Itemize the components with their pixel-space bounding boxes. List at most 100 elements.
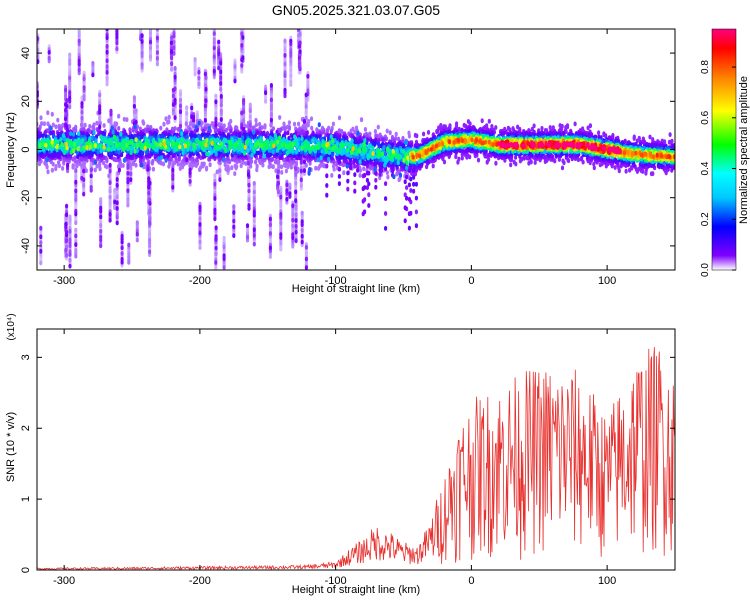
spectrogram-cell — [287, 120, 291, 125]
spectrogram-cell — [230, 165, 234, 171]
spectrogram-cell — [457, 156, 461, 162]
spectrogram-cell — [43, 160, 47, 166]
spectrogram-cell — [99, 223, 103, 229]
spectrogram-cell — [412, 168, 416, 173]
spectrogram-cell — [373, 129, 377, 134]
spectrogram-cell — [217, 122, 221, 128]
spectrogram-cell — [117, 167, 121, 173]
spectrogram-cell — [147, 190, 151, 196]
spectrogram-cell — [283, 126, 287, 132]
spectrogram-cell — [224, 127, 228, 133]
spectrogram-cell — [243, 123, 247, 129]
spectrogram-cell — [276, 169, 280, 175]
spectrogram-cell — [533, 160, 537, 165]
spectrogram-cell — [64, 247, 68, 253]
spectrogram-cell — [414, 209, 418, 215]
spectrogram-cell — [198, 216, 202, 222]
spectrogram-cell — [244, 161, 248, 166]
spectrogram-cell — [314, 165, 318, 171]
spectrogram-cell — [409, 210, 413, 216]
spectrogram-cell — [288, 185, 292, 191]
spectrogram-cell — [147, 176, 151, 182]
spectrogram-cell — [203, 103, 207, 109]
spectrogram-cell — [208, 162, 212, 168]
spectrogram-cell — [108, 162, 112, 168]
spectrogram-cell — [325, 183, 329, 188]
spectrogram-cell — [540, 125, 544, 131]
spectrogram-cell — [268, 216, 272, 222]
spectrogram-cell — [277, 163, 281, 169]
spectrogram-cell — [222, 235, 226, 241]
spectrogram-cell — [170, 49, 174, 55]
spectrogram-cell — [300, 219, 304, 225]
spectrogram-cell — [232, 233, 236, 239]
spectrogram-cell — [291, 223, 295, 229]
spectrogram-cell — [407, 225, 411, 231]
spectrogram-cell — [242, 126, 246, 132]
spectrogram-cell — [353, 163, 357, 169]
spectrogram-cell — [74, 174, 78, 179]
spectrogram-cell — [304, 115, 308, 121]
spectrogram-cell — [263, 123, 267, 128]
spectrogram-cell — [274, 168, 278, 174]
spectrogram-cell — [74, 127, 78, 133]
spectrogram-cell — [148, 31, 153, 36]
spectrogram-cell — [140, 62, 144, 67]
spectrogram-cell — [82, 168, 86, 174]
spectrogram-cell — [509, 162, 513, 168]
spectrogram-cell — [248, 114, 252, 119]
spectrogram-cell — [204, 98, 208, 104]
spectrogram-cell — [268, 245, 272, 251]
spectrogram-cell — [232, 210, 236, 215]
spectrogram-cell — [151, 166, 155, 172]
spectrogram-cell — [140, 33, 144, 39]
spectrogram-cell — [148, 197, 152, 203]
spectrogram-cell — [107, 118, 111, 124]
spectrogram-cell — [204, 86, 208, 92]
spectrogram-cell — [407, 168, 411, 173]
spectrogram-cell — [99, 243, 103, 249]
spectrogram-cell — [82, 85, 86, 90]
spectrogram-cell — [148, 209, 152, 215]
spectrogram-cell — [294, 229, 298, 235]
spectrogram-cell — [241, 55, 245, 61]
spectrogram-cell — [276, 174, 280, 180]
spectrogram-cell — [218, 168, 222, 174]
spectrogram-cell — [233, 78, 237, 84]
spectrogram-cell — [269, 111, 273, 117]
spectrogram-cell — [213, 196, 217, 201]
spectrogram-cell — [69, 131, 73, 137]
spectrogram-cell — [261, 162, 265, 168]
spectrogram-cell — [514, 155, 518, 160]
spectrogram-cell — [255, 163, 259, 169]
spectrogram-cell — [277, 159, 281, 165]
spectrogram-cell — [37, 47, 40, 53]
spectrogram-cell — [586, 125, 590, 131]
spectrogram-cell — [401, 143, 405, 149]
spectrogram-cell — [115, 40, 119, 46]
spectrogram-cell — [167, 114, 171, 120]
spectrogram-cell — [120, 259, 124, 265]
spectrogram-cell — [102, 160, 106, 166]
spectrogram-cell — [412, 175, 416, 180]
spectrogram-cell — [204, 75, 208, 81]
spectrogram-cell — [68, 252, 72, 257]
spectrogram-cell — [133, 124, 137, 129]
spectrogram-cell — [398, 172, 403, 178]
spectrogram-cell — [193, 65, 197, 71]
spectrogram-cell — [291, 217, 295, 223]
spectrogram-cell — [292, 158, 296, 164]
spectrogram-cell — [146, 167, 150, 172]
spectrogram-cell — [378, 163, 382, 169]
spectrogram-cell — [172, 33, 176, 39]
spectrogram-cell — [108, 194, 112, 200]
spectrogram-cell — [189, 121, 193, 127]
spectrogram-cell — [278, 150, 282, 156]
spectrogram-cell — [95, 120, 99, 126]
spectrogram-cell — [142, 120, 146, 126]
spectrogram-cell — [89, 173, 93, 179]
spectrogram-cell — [367, 170, 371, 176]
spectrogram-cell — [217, 39, 221, 45]
spectrogram-cell — [51, 122, 55, 128]
spectrogram-cell — [42, 121, 47, 127]
